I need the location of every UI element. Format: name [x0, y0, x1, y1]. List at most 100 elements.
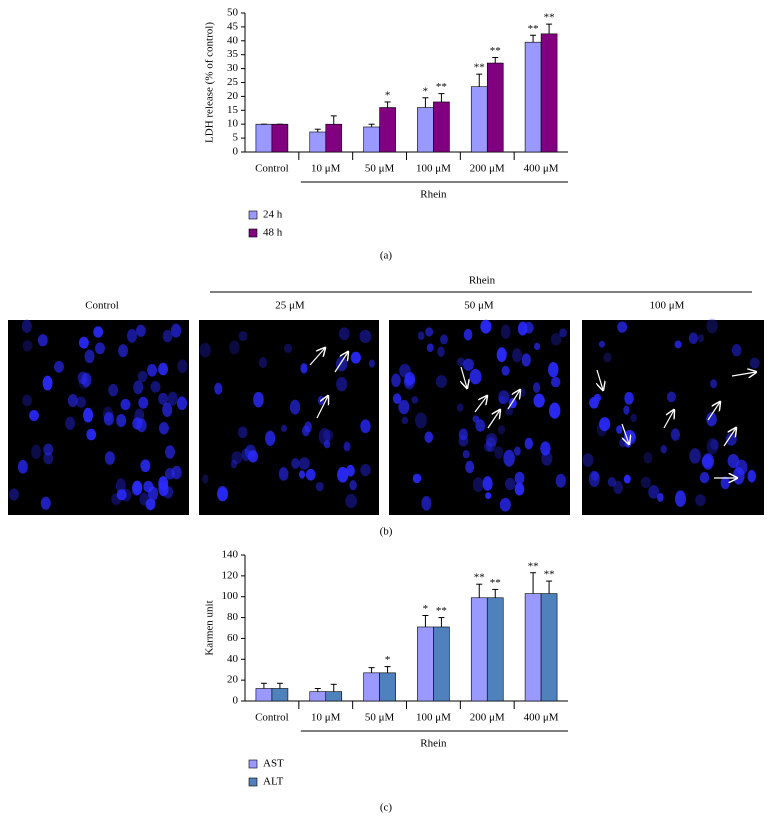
nucleus [512, 348, 522, 363]
nucleus [158, 476, 169, 492]
nucleus [498, 390, 510, 405]
nucleus [415, 412, 427, 429]
significance: ** [544, 12, 555, 24]
nucleus [657, 492, 664, 502]
y-axis-label: LDH release (% of control) [204, 22, 216, 143]
nucleus [167, 391, 178, 406]
nucleus [392, 393, 402, 404]
nucleus [480, 319, 492, 334]
nucleus [103, 411, 114, 426]
nucleus [258, 357, 267, 369]
nucleus [116, 489, 127, 501]
nucleus [78, 378, 89, 390]
bar [433, 626, 450, 702]
significance: ** [436, 605, 447, 617]
nucleus [747, 469, 757, 483]
x-tick-label: 200 μM [470, 163, 505, 175]
legend-label: AST [263, 758, 284, 770]
nucleus [165, 445, 176, 459]
nucleus [317, 395, 325, 405]
y-tick-label: 0 [233, 695, 239, 707]
nucleus [674, 340, 682, 349]
image-title: 25 μM [275, 300, 305, 312]
nucleus [514, 482, 525, 496]
nucleus [421, 496, 432, 511]
y-tick-label: 100 [222, 590, 239, 602]
y-axis-label: Karmen unit [204, 600, 216, 655]
nucleus [472, 477, 484, 493]
arrow [487, 410, 500, 429]
nucleus [9, 488, 20, 501]
nucleus [630, 413, 637, 423]
bar [540, 33, 558, 153]
nucleus [559, 328, 567, 338]
nucleus [582, 453, 594, 467]
nucleus [253, 391, 264, 408]
nucleus [598, 340, 606, 348]
arrow [621, 423, 629, 444]
nucleus [425, 327, 434, 337]
nucleus [689, 448, 701, 464]
nucleus [411, 396, 419, 404]
nucleus [485, 437, 497, 453]
x-tick-label: 400 μM [524, 712, 559, 724]
nucleus [350, 351, 361, 364]
nucleus [549, 402, 561, 419]
bar [524, 41, 542, 153]
nucleus [398, 399, 410, 415]
significance: ** [474, 62, 485, 74]
nucleus [278, 467, 289, 481]
nucleus [76, 396, 87, 408]
nucleus [706, 412, 717, 427]
nucleus [670, 428, 681, 441]
nucleus [247, 450, 259, 463]
nucleus [43, 452, 54, 465]
bar [309, 691, 327, 702]
y-tick-label: 50 [227, 7, 239, 19]
significance: * [385, 89, 391, 101]
group-label: Rhein [469, 275, 496, 287]
micrographs [8, 318, 764, 515]
nucleus [171, 465, 182, 480]
nucleus [241, 448, 251, 462]
y-tick-label: 15 [227, 104, 239, 116]
nucleus [660, 445, 667, 454]
y-tick-label: 20 [227, 90, 239, 102]
bar [271, 123, 289, 153]
nucleus [475, 419, 486, 432]
arrow [309, 348, 325, 366]
bar [417, 626, 434, 702]
x-tick-label: 10 μM [311, 163, 341, 175]
nucleus [462, 450, 470, 459]
x-tick-label: Control [255, 712, 289, 724]
bar [325, 691, 343, 702]
significance: ** [490, 577, 501, 589]
legend-label: 48 h [263, 227, 283, 239]
nucleus [104, 451, 115, 465]
nucleus [147, 364, 158, 377]
nucleus [613, 480, 623, 495]
nucleus [337, 466, 349, 483]
nucleus [126, 328, 137, 343]
nucleus [465, 460, 475, 474]
legend-label: 24 h [263, 209, 283, 221]
nucleus [710, 379, 718, 389]
nucleus [93, 326, 104, 338]
y-tick-label: 140 [222, 549, 239, 561]
nucleus [591, 471, 599, 481]
nucleus [640, 476, 652, 489]
nucleus [697, 334, 705, 343]
significance: ** [544, 569, 555, 581]
y-tick-label: 20 [227, 674, 239, 686]
bar [486, 597, 504, 702]
nucleus [360, 463, 371, 477]
significance: ** [528, 23, 539, 35]
significance: ** [474, 572, 485, 584]
nucleus [666, 391, 676, 403]
arrow [723, 428, 736, 447]
x-tick-label: 10 μM [311, 712, 341, 724]
nucleus [603, 352, 612, 363]
nucleus [37, 334, 48, 347]
nucleus [548, 361, 559, 378]
nucleus [171, 323, 182, 338]
